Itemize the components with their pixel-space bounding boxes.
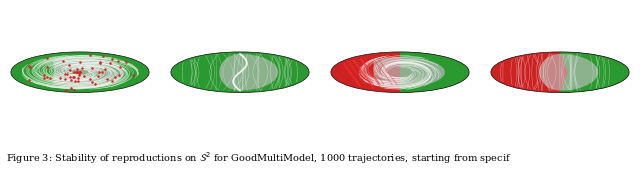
Polygon shape <box>540 54 598 90</box>
Polygon shape <box>560 52 629 93</box>
Polygon shape <box>54 57 125 88</box>
Ellipse shape <box>11 52 149 93</box>
Ellipse shape <box>491 52 629 93</box>
Ellipse shape <box>171 52 309 93</box>
Polygon shape <box>374 57 445 88</box>
Polygon shape <box>220 54 278 90</box>
Ellipse shape <box>331 52 469 93</box>
Polygon shape <box>400 52 469 93</box>
Text: Figure 3: Stability of reproductions on $\mathcal{S}^2$ for GoodMultiModel, 1000: Figure 3: Stability of reproductions on … <box>6 151 512 166</box>
